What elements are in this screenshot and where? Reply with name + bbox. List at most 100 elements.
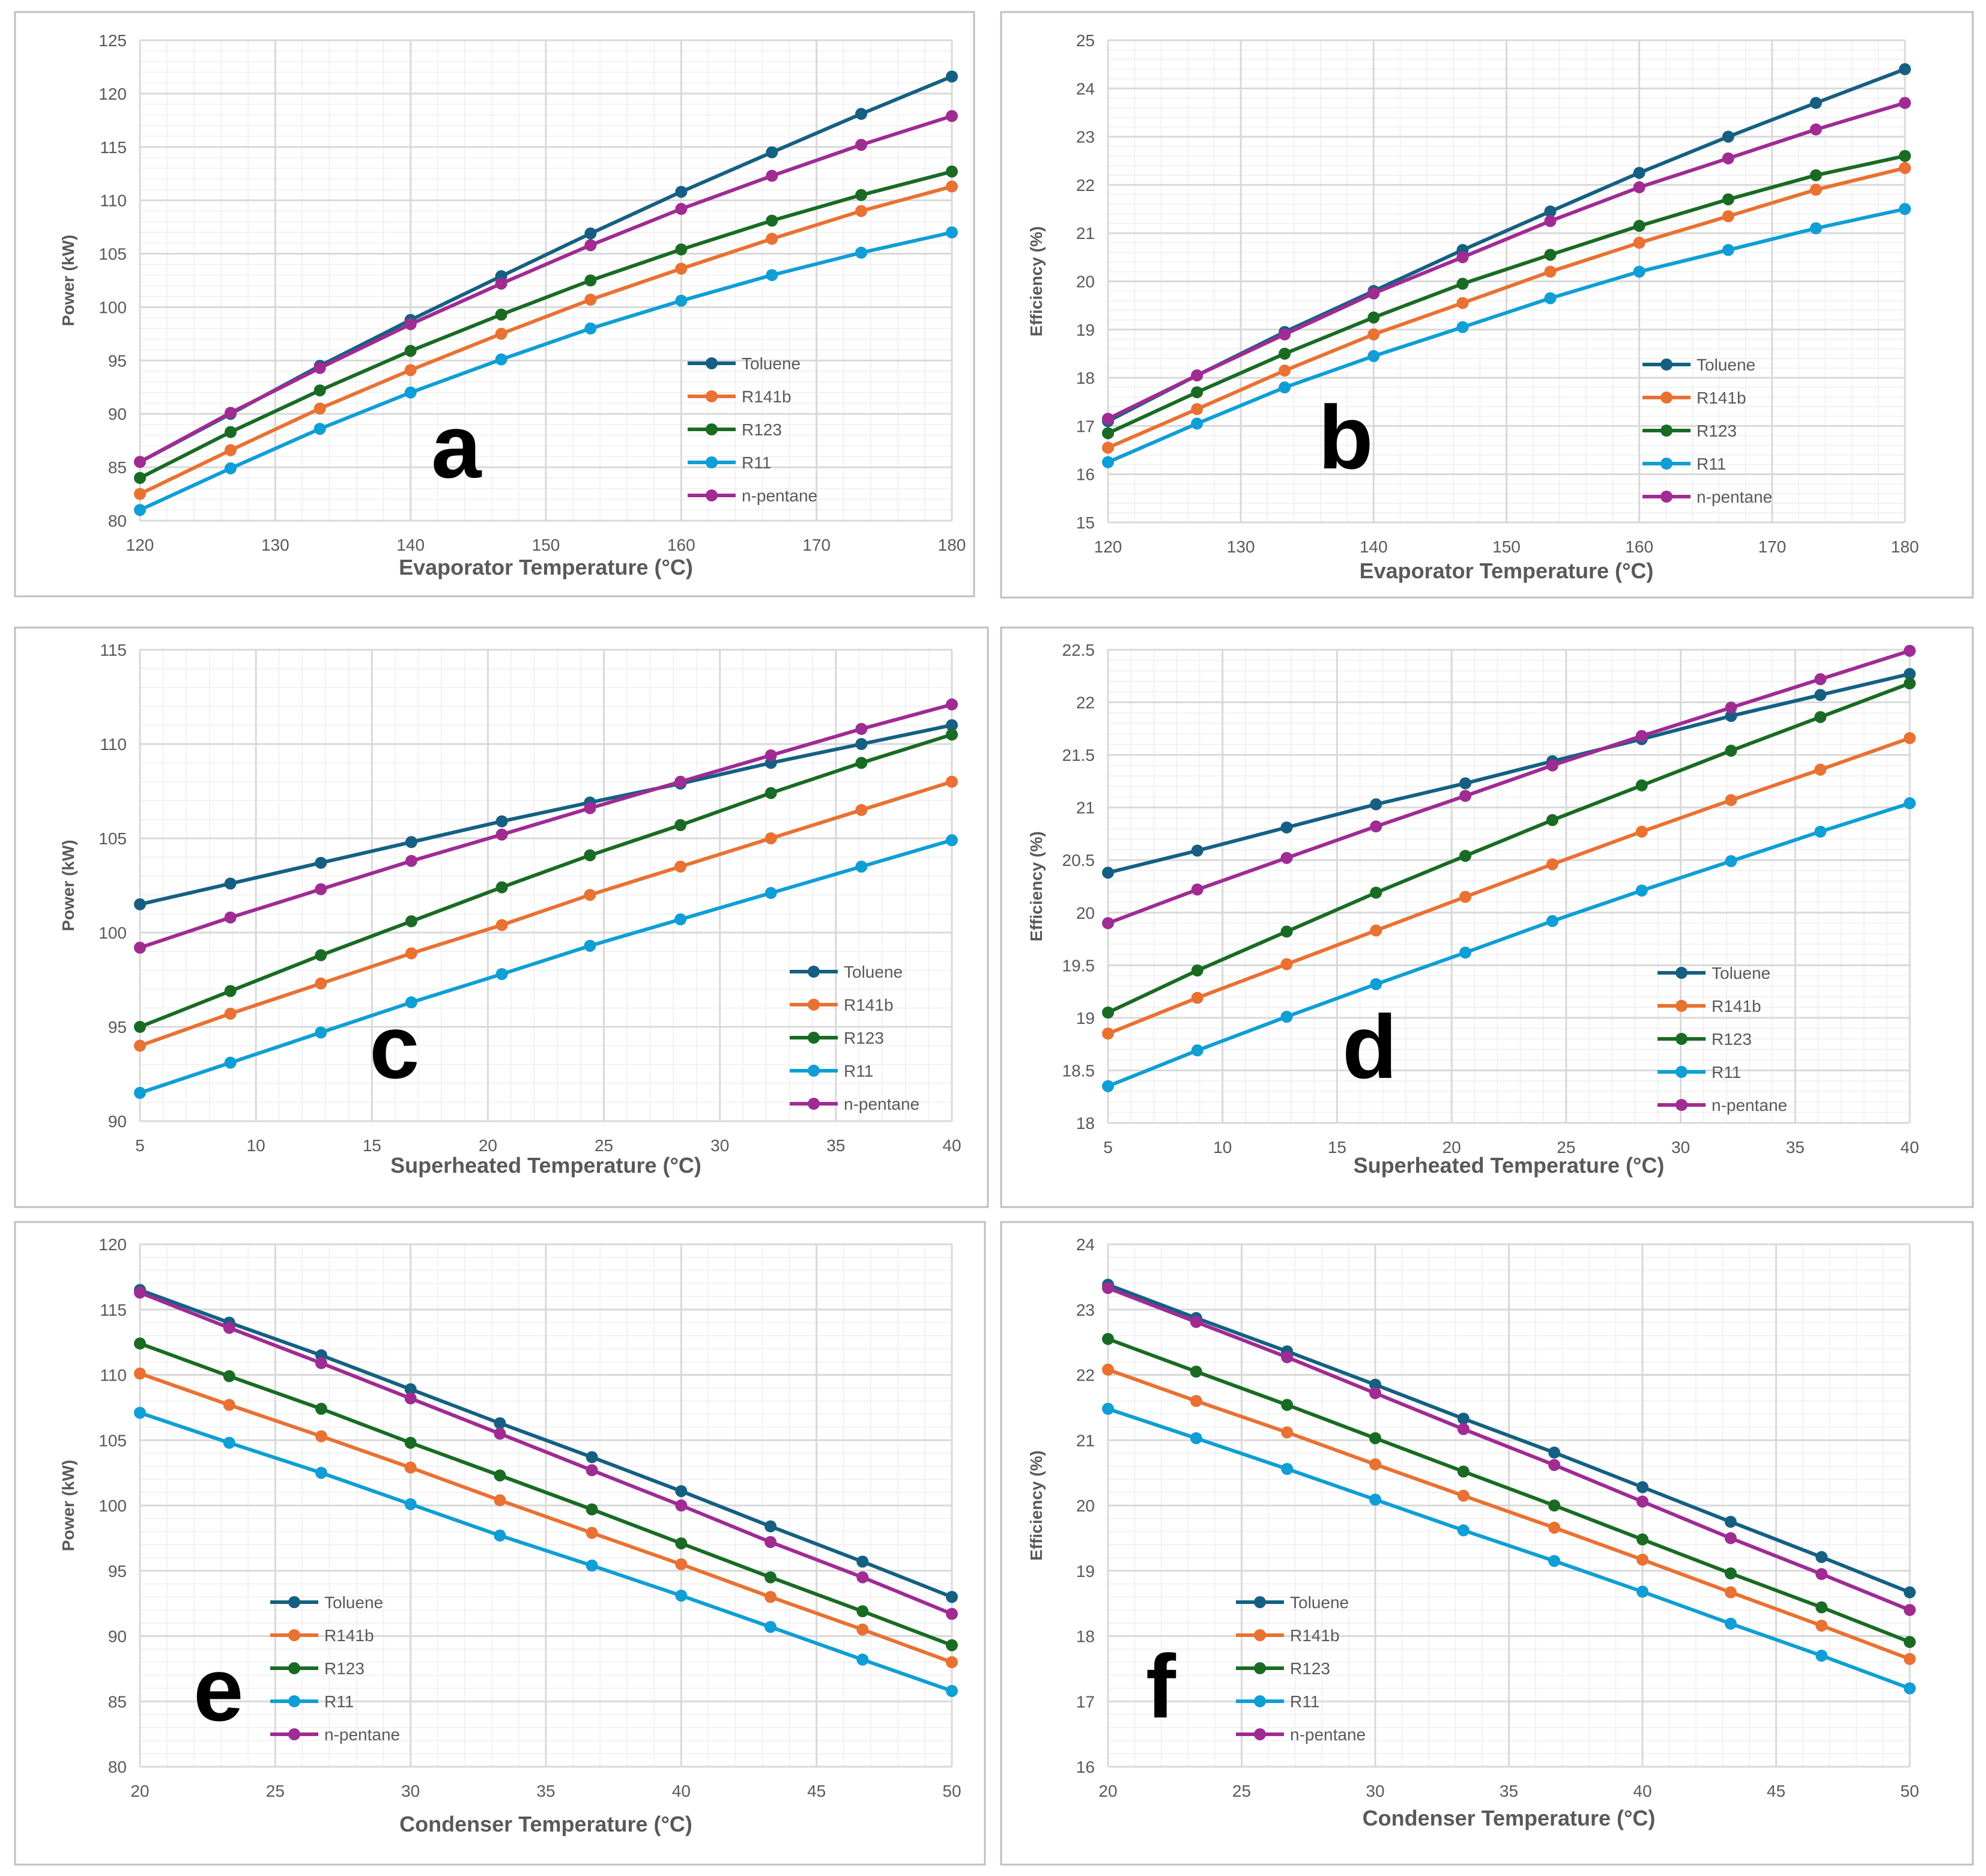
series-line	[1107, 166, 1906, 450]
y-tick-label: 125	[98, 31, 127, 50]
data-point	[1102, 1363, 1114, 1376]
data-point	[1456, 297, 1469, 309]
legend-label: R141b	[1290, 1626, 1340, 1645]
data-point	[946, 1684, 958, 1697]
series-line	[139, 733, 952, 1029]
legend-label: R11	[1712, 1063, 1741, 1082]
x-tick-label: 180	[938, 536, 966, 554]
data-point	[764, 887, 777, 900]
y-tick-label: 16	[1076, 465, 1095, 484]
data-point	[495, 919, 508, 931]
legend-marker	[1676, 967, 1688, 979]
panel-letter: b	[1318, 387, 1373, 488]
data-point	[855, 861, 868, 873]
series-line	[139, 838, 952, 1095]
data-point	[494, 1427, 506, 1440]
x-tick-label: 40	[1900, 1138, 1919, 1157]
data-point	[1722, 244, 1734, 256]
data-point	[1370, 798, 1382, 811]
data-point	[1456, 321, 1469, 333]
x-tick-label: 25	[1557, 1138, 1575, 1157]
series-n-pentane	[134, 698, 958, 954]
data-point	[946, 1639, 958, 1651]
legend-label: R123	[742, 420, 782, 439]
y-axis-title: Efficiency (%)	[1027, 1450, 1046, 1561]
data-point	[946, 1591, 958, 1603]
data-point	[1814, 711, 1827, 724]
data-point	[764, 1536, 777, 1548]
data-point	[674, 775, 687, 788]
data-point	[766, 146, 778, 159]
series-line	[139, 1288, 953, 1599]
y-axis-title: Power (kW)	[59, 235, 77, 326]
data-point	[315, 1026, 327, 1039]
x-axis-title: Condenser Temperature (°C)	[399, 1812, 692, 1836]
data-point	[1809, 123, 1822, 136]
data-point	[224, 462, 237, 474]
data-point	[584, 849, 596, 862]
y-tick-label: 80	[108, 1758, 127, 1776]
data-point	[674, 913, 687, 926]
data-point	[1548, 1555, 1561, 1567]
data-point	[675, 1499, 688, 1511]
data-point	[404, 318, 417, 330]
series-line	[1107, 1337, 1911, 1644]
data-point	[1814, 763, 1827, 776]
data-point	[224, 407, 237, 419]
data-point	[223, 1370, 235, 1382]
series-line	[1107, 649, 1910, 925]
y-tick-label: 25	[1076, 31, 1095, 50]
panel-letter: f	[1146, 1636, 1176, 1737]
chart-panel-f: 20 25 30 35 40 45 50 16 17 18 19 20 21 22 23 24 Condense…	[1000, 1221, 1974, 1866]
data-point	[1370, 886, 1382, 899]
series-line	[139, 114, 952, 464]
series-line	[1107, 736, 1910, 1035]
data-point	[494, 1530, 506, 1542]
legend-label: R141b	[1712, 997, 1761, 1015]
legend-marker	[1661, 425, 1673, 437]
data-point	[1899, 150, 1911, 162]
panel-letter: e	[193, 1639, 243, 1740]
legend-label: R141b	[324, 1626, 374, 1645]
data-point	[1635, 885, 1648, 897]
x-tick-label: 15	[1328, 1138, 1346, 1157]
data-point	[1457, 1524, 1470, 1537]
y-tick-label: 110	[100, 1366, 127, 1385]
data-point	[1548, 1499, 1561, 1511]
legend-marker	[1254, 1629, 1266, 1641]
legend-label: R123	[844, 1029, 884, 1047]
data-point	[1191, 964, 1203, 977]
data-point	[134, 1039, 146, 1052]
legend-label: R123	[324, 1659, 365, 1678]
y-tick-label: 110	[100, 192, 127, 210]
data-point	[405, 855, 417, 867]
y-tick-label: 15	[1076, 513, 1095, 532]
legend-marker	[1254, 1662, 1266, 1674]
panel-frame	[1000, 1221, 1974, 1866]
series-n-pentane	[134, 1286, 958, 1620]
data-point	[584, 802, 596, 814]
legend-label: n-pentane	[844, 1095, 919, 1113]
legend-label: n-pentane	[742, 486, 817, 505]
y-tick-label: 19	[1076, 1009, 1095, 1027]
legend-label: Toluene	[844, 963, 903, 981]
data-point	[1102, 1027, 1114, 1040]
data-point	[1722, 130, 1734, 143]
data-point	[1548, 1459, 1561, 1471]
y-tick-label: 23	[1076, 1301, 1095, 1319]
legend-marker	[808, 1098, 820, 1110]
data-point	[946, 165, 958, 178]
legend-label: Toluene	[742, 354, 801, 373]
y-tick-label: 18	[1076, 369, 1095, 387]
legend-label: R123	[1712, 1030, 1752, 1048]
data-point	[495, 968, 508, 981]
legend-label: Toluene	[1697, 356, 1755, 374]
series-line	[1107, 1367, 1911, 1661]
data-point	[1279, 347, 1291, 360]
y-tick-label: 105	[98, 829, 127, 848]
y-tick-label: 21	[1076, 224, 1095, 243]
series-R123	[134, 1337, 958, 1651]
data-point	[134, 1406, 146, 1419]
y-tick-label: 110	[100, 735, 127, 754]
data-point	[946, 728, 958, 741]
